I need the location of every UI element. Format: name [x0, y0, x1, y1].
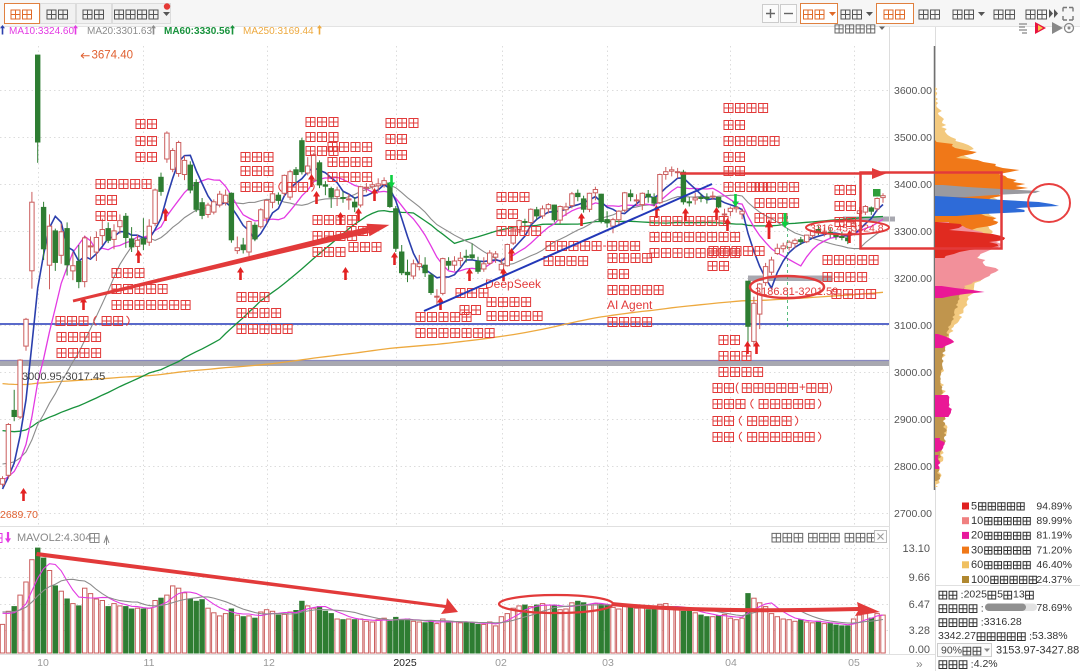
svg-text:10: 10	[37, 657, 49, 669]
svg-text:11: 11	[144, 657, 155, 669]
svg-text:2025: 2025	[964, 589, 988, 601]
svg-text:MA60:3330.56: MA60:3330.56	[164, 26, 231, 37]
svg-text:3316.45-3324.8: 3316.45-3324.8	[810, 223, 884, 235]
svg-text:46.40%: 46.40%	[1036, 559, 1072, 571]
svg-text:+: +	[799, 380, 806, 394]
svg-text:(: (	[735, 380, 739, 394]
svg-text:04: 04	[725, 657, 737, 669]
svg-text:10: 10	[971, 515, 983, 527]
svg-text:3674.40: 3674.40	[92, 50, 134, 62]
svg-text:0.00: 0.00	[909, 644, 930, 656]
svg-text:3342.27: 3342.27	[938, 630, 976, 642]
svg-text:DeepSeek: DeepSeek	[485, 277, 542, 291]
svg-text:3186.81-3201.59: 3186.81-3201.59	[755, 286, 838, 298]
svg-text:60: 60	[971, 559, 983, 571]
svg-text:03: 03	[602, 657, 614, 669]
svg-text:6.47: 6.47	[909, 599, 930, 611]
svg-text:05: 05	[848, 657, 860, 669]
svg-text:2700.00: 2700.00	[894, 508, 932, 520]
svg-text:3600.00: 3600.00	[894, 85, 932, 97]
svg-text:13: 13	[1013, 589, 1025, 601]
svg-text:53.38%: 53.38%	[1032, 630, 1068, 642]
svg-text:94.89%: 94.89%	[1036, 500, 1072, 512]
svg-text:02: 02	[495, 657, 507, 669]
svg-text:MAVOL2:4.304: MAVOL2:4.304	[17, 532, 91, 544]
svg-text:MA10:3324.60: MA10:3324.60	[9, 26, 74, 37]
svg-text:9.66: 9.66	[909, 572, 930, 584]
svg-text:12: 12	[263, 657, 275, 669]
svg-text:3000.95-3017.45: 3000.95-3017.45	[22, 371, 105, 383]
svg-text:AI Agent: AI Agent	[607, 298, 653, 312]
svg-text:20: 20	[971, 530, 983, 542]
svg-text:3400.00: 3400.00	[894, 179, 932, 191]
svg-text:»: »	[916, 657, 923, 671]
svg-text:5: 5	[997, 589, 1003, 601]
svg-text:30: 30	[971, 544, 983, 556]
svg-text:3.28: 3.28	[909, 625, 930, 637]
svg-text:3000.00: 3000.00	[894, 367, 932, 379]
svg-text:3300.00: 3300.00	[894, 226, 932, 238]
svg-text:81.19%: 81.19%	[1036, 530, 1072, 542]
svg-text:78.69%: 78.69%	[1036, 602, 1072, 614]
svg-text:100: 100	[971, 574, 989, 586]
svg-text:): )	[829, 380, 833, 394]
svg-text:3316.28: 3316.28	[984, 616, 1022, 628]
svg-text:5: 5	[971, 500, 977, 512]
svg-text:3153.97-3427.88: 3153.97-3427.88	[996, 645, 1079, 657]
svg-text:3200.00: 3200.00	[894, 273, 932, 285]
svg-text:2689.70: 2689.70	[0, 509, 38, 521]
svg-text:-: -	[603, 238, 607, 252]
svg-text:2900.00: 2900.00	[894, 414, 932, 426]
svg-text:13.10: 13.10	[902, 543, 930, 555]
svg-text:89.99%: 89.99%	[1036, 515, 1072, 527]
svg-text:71.20%: 71.20%	[1036, 544, 1072, 556]
svg-text:90%: 90%	[941, 645, 962, 657]
svg-text:3100.00: 3100.00	[894, 320, 932, 332]
svg-text:3500.00: 3500.00	[894, 132, 932, 144]
svg-text:4.2%: 4.2%	[974, 658, 998, 670]
svg-text:MA250:3169.44: MA250:3169.44	[243, 26, 314, 37]
svg-text:24.37%: 24.37%	[1036, 574, 1072, 586]
svg-text:MA20:3301.63: MA20:3301.63	[87, 26, 152, 37]
svg-text:2800.00: 2800.00	[894, 461, 932, 473]
svg-text:2025: 2025	[393, 657, 417, 669]
